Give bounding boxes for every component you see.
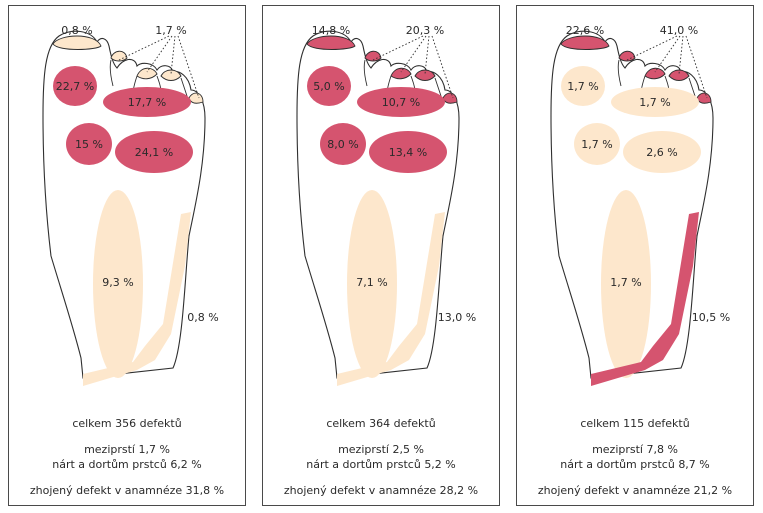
little-toe-nail (560, 35, 610, 50)
toe-separator-lines (617, 59, 696, 97)
ball-right-value: 24,1 % (135, 146, 173, 159)
foot-diagram: 14,8 % 20,3 % 5,0 % 10,7 % 8,0 % 13,4 % … (296, 24, 476, 386)
total-defects: celkem 115 defektů (580, 417, 690, 430)
big-toe-pad-zone (53, 66, 97, 106)
total-defects: celkem 356 defektů (72, 417, 182, 430)
little-toe-nail (52, 35, 102, 50)
heel-value: 9,3 % (102, 276, 133, 289)
foot-panel-2: 14,8 % 20,3 % 5,0 % 10,7 % 8,0 % 13,4 % … (262, 5, 500, 506)
interdigital-value: 17,7 % (128, 96, 166, 109)
ball-left-zone (66, 123, 112, 165)
toe-nail-4 (668, 69, 690, 81)
ball-right-value: 13,4 % (389, 146, 427, 159)
dorsum-share: nárt a dortům prstců 6,2 % (52, 458, 202, 471)
toe-nail-3 (390, 67, 412, 80)
ball-right-zone (115, 131, 193, 173)
ball-right-value: 2,6 % (646, 146, 677, 159)
ball-right-zone (369, 131, 447, 173)
foot-panel-1: 0,8 % 1,7 % 22,7 % 17,7 % 15 % 24,1 % 9,… (8, 5, 246, 506)
toes-nails-value: 1,7 % (155, 24, 186, 37)
heel-zone (601, 190, 651, 378)
little-toe-nail (306, 35, 356, 50)
dorsum-share: nárt a dortům prstců 5,2 % (306, 458, 456, 471)
edge-value: 0,8 % (187, 311, 218, 324)
edge-value: 10,5 % (692, 311, 730, 324)
toe-nail-5 (188, 92, 204, 104)
foot-outline (550, 30, 714, 379)
big-toe-pad-value: 1,7 % (567, 80, 598, 93)
ball-right-zone (623, 131, 701, 173)
foot-diagram: 0,8 % 1,7 % 22,7 % 17,7 % 15 % 24,1 % 9,… (42, 24, 219, 386)
toe-separator-lines (109, 59, 188, 97)
little-toe-nail-value: 14,8 % (312, 24, 350, 37)
interdigital-zone (357, 87, 445, 117)
lateral-edge-zone (83, 212, 191, 386)
big-toe-pad-value: 22,7 % (56, 80, 94, 93)
heel-value: 1,7 % (610, 276, 641, 289)
interdigital-share: meziprstí 7,8 % (592, 443, 678, 456)
total-defects: celkem 364 defektů (326, 417, 436, 430)
ball-left-zone (320, 123, 366, 165)
toes-nails-value: 41,0 % (660, 24, 698, 37)
big-toe-pad-zone (307, 66, 351, 106)
leader-lines (372, 35, 454, 99)
healed-defect-share: zhojený defekt v anamnéze 28,2 % (283, 484, 479, 497)
big-toe-pad-zone (561, 66, 605, 106)
interdigital-share: meziprstí 1,7 % (84, 443, 170, 456)
foot-outline (296, 30, 460, 379)
toe-separator-lines (363, 59, 442, 97)
edge-value: 13,0 % (438, 311, 476, 324)
lateral-edge-zone (337, 212, 445, 386)
toe-nail-4 (160, 69, 182, 81)
toe-nail-3 (644, 67, 666, 80)
interdigital-share: meziprstí 2,5 % (338, 443, 424, 456)
toes-nails-value: 20,3 % (406, 24, 444, 37)
interdigital-zone (103, 87, 191, 117)
toe-nail-3 (136, 67, 158, 80)
toe-nail-5 (696, 92, 712, 104)
healed-defect-share: zhojený defekt v anamnéze 31,8 % (29, 484, 225, 497)
ball-left-value: 15 % (75, 138, 103, 151)
little-toe-nail-value: 22,6 % (566, 24, 604, 37)
heel-value: 7,1 % (356, 276, 387, 289)
lateral-edge-zone (591, 212, 699, 386)
dorsum-share: nárt a dortům prstců 8,7 % (560, 458, 710, 471)
heel-zone (93, 190, 143, 378)
foot-outline (42, 30, 206, 379)
interdigital-value: 1,7 % (639, 96, 670, 109)
toe-nail-5 (442, 92, 458, 104)
leader-lines (118, 35, 200, 99)
interdigital-zone (611, 87, 699, 117)
healed-defect-share: zhojený defekt v anamnéze 21,2 % (537, 484, 733, 497)
foot-panel-3: 22,6 % 41,0 % 1,7 % 1,7 % 1,7 % 2,6 % 1,… (516, 5, 754, 506)
big-toe-pad-value: 5,0 % (313, 80, 344, 93)
little-toe-nail-value: 0,8 % (61, 24, 92, 37)
ball-left-value: 1,7 % (581, 138, 612, 151)
toe-nail-4 (414, 69, 436, 81)
foot-diagram: 22,6 % 41,0 % 1,7 % 1,7 % 1,7 % 2,6 % 1,… (550, 24, 730, 386)
ball-left-zone (574, 123, 620, 165)
interdigital-value: 10,7 % (382, 96, 420, 109)
ball-left-value: 8,0 % (327, 138, 358, 151)
leader-lines (626, 35, 708, 99)
heel-zone (347, 190, 397, 378)
